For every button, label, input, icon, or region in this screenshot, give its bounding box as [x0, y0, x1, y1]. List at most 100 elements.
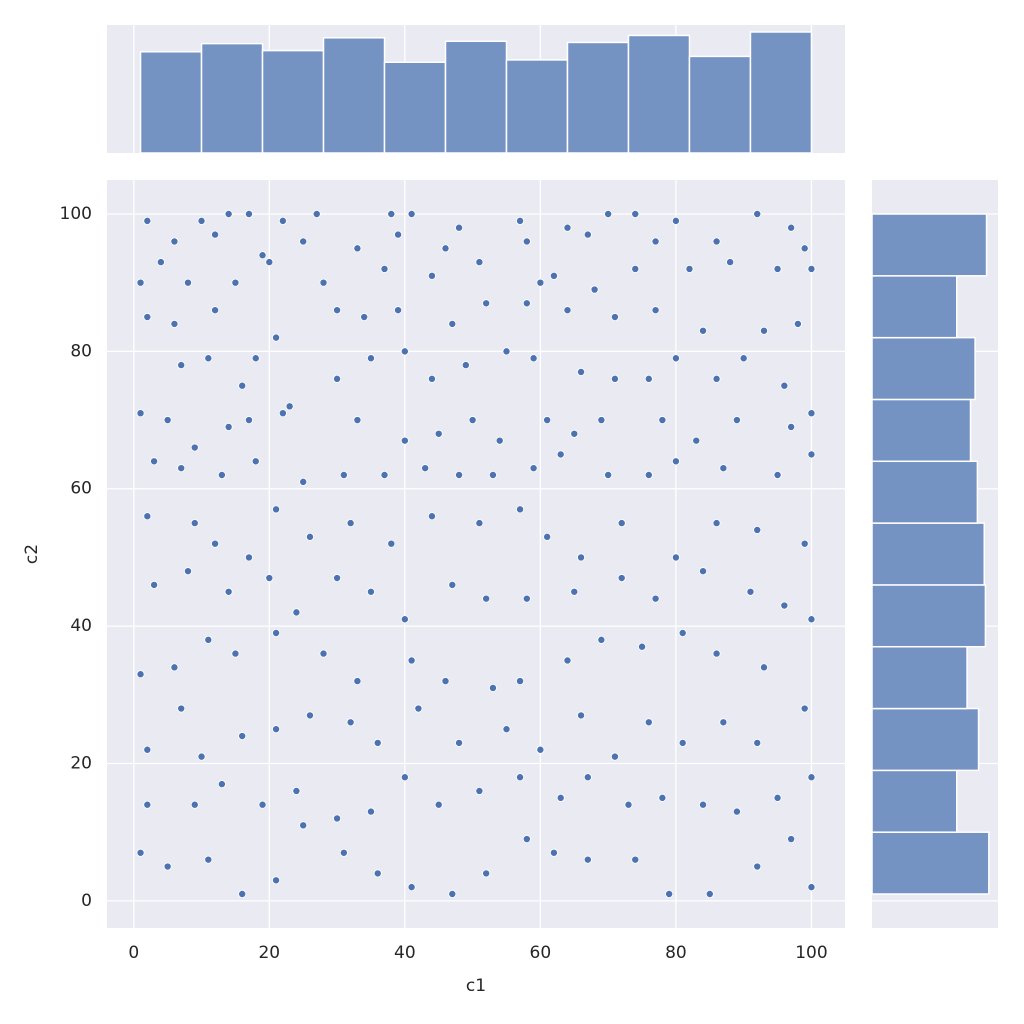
point [699, 326, 708, 335]
point [217, 780, 226, 789]
histogram-bar [566, 41, 630, 154]
histogram-bar [871, 460, 979, 524]
point [427, 512, 436, 521]
point [143, 800, 152, 809]
point [516, 677, 525, 686]
point [482, 869, 491, 878]
histogram-bar [871, 275, 958, 339]
point [373, 738, 382, 747]
point [502, 347, 511, 356]
point [522, 237, 531, 246]
point [773, 471, 782, 480]
point [807, 615, 816, 624]
point [651, 237, 660, 246]
point [394, 306, 403, 315]
point [475, 258, 484, 267]
point [468, 416, 477, 425]
point [170, 663, 179, 672]
point [400, 347, 409, 356]
point [536, 745, 545, 754]
point [610, 313, 619, 322]
point [136, 278, 145, 287]
point [536, 278, 545, 287]
point [346, 718, 355, 727]
histogram-bar [322, 37, 386, 154]
point [136, 848, 145, 857]
point [800, 244, 809, 253]
point [380, 264, 389, 273]
histogram-bar [627, 34, 691, 154]
point [760, 663, 769, 672]
point [448, 319, 457, 328]
point [143, 745, 152, 754]
point [529, 354, 538, 363]
point [719, 718, 728, 727]
point [333, 306, 342, 315]
point [278, 216, 287, 225]
point [407, 209, 416, 218]
point [665, 890, 674, 899]
point [366, 587, 375, 596]
point [366, 807, 375, 816]
point [461, 361, 470, 370]
histogram-bar [139, 51, 203, 154]
point [597, 635, 606, 644]
point [610, 374, 619, 383]
point [143, 313, 152, 322]
point [577, 367, 586, 376]
point [163, 416, 172, 425]
point [488, 683, 497, 692]
x-tick-label: 80 [665, 943, 687, 963]
point [292, 608, 301, 617]
point [638, 642, 647, 651]
point [204, 855, 213, 864]
point [455, 471, 464, 480]
point [563, 223, 572, 232]
point [333, 574, 342, 583]
histogram-bar [871, 831, 990, 895]
point [238, 381, 247, 390]
point [577, 711, 586, 720]
point [624, 800, 633, 809]
point [150, 580, 159, 589]
point [190, 519, 199, 528]
point [699, 800, 708, 809]
point [136, 670, 145, 679]
y-tick-label: 100 [60, 204, 92, 224]
point [753, 862, 762, 871]
point [522, 594, 531, 603]
plot-background [107, 180, 845, 928]
point [651, 594, 660, 603]
point [597, 416, 606, 425]
point [604, 209, 613, 218]
point [563, 656, 572, 665]
point [177, 704, 186, 713]
histogram-bar [383, 61, 447, 154]
point [272, 628, 281, 637]
point [617, 519, 626, 528]
point [448, 580, 457, 589]
x-tick-label: 0 [128, 943, 139, 963]
point [333, 814, 342, 823]
point [732, 416, 741, 425]
point [339, 471, 348, 480]
histogram-bar [871, 584, 987, 648]
point [224, 209, 233, 218]
point [658, 416, 667, 425]
y-tick-label: 0 [81, 891, 92, 911]
point [475, 786, 484, 795]
point [522, 835, 531, 844]
y-tick-label: 80 [70, 341, 92, 361]
point [272, 725, 281, 734]
point [658, 793, 667, 802]
point [251, 457, 260, 466]
point [285, 402, 294, 411]
y-tick-label: 20 [70, 753, 92, 773]
point [800, 704, 809, 713]
x-tick-label: 20 [258, 943, 280, 963]
point [400, 436, 409, 445]
point [434, 800, 443, 809]
point [787, 835, 796, 844]
point [726, 258, 735, 267]
point [150, 457, 159, 466]
